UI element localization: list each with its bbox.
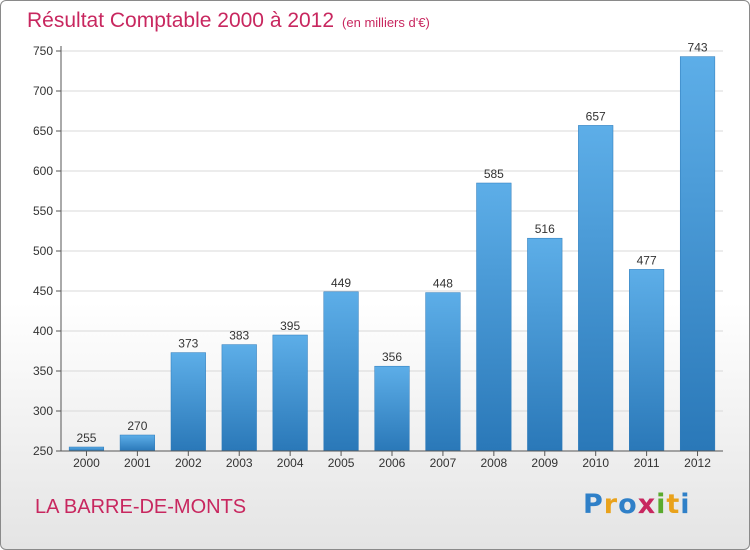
logo-letter: P <box>583 489 604 520</box>
y-tick-label: 700 <box>33 84 53 98</box>
logo-letter: i <box>656 489 667 520</box>
bar-value-label: 356 <box>382 350 402 364</box>
chart-title: Résultat Comptable 2000 à 2012 (en millie… <box>27 9 430 33</box>
bar <box>170 352 206 452</box>
x-tick-label: 2012 <box>684 456 711 470</box>
bar-value-label: 657 <box>586 109 606 123</box>
y-tick-label: 400 <box>33 324 53 338</box>
x-tick-label: 2000 <box>73 456 100 470</box>
bar-value-label: 373 <box>178 337 198 351</box>
bar <box>323 291 359 452</box>
chart-title-text: Résultat Comptable 2000 à 2012 <box>27 9 335 32</box>
bar <box>476 182 512 452</box>
x-tick-label: 2006 <box>379 456 406 470</box>
x-tick-label: 2008 <box>480 456 507 470</box>
x-tick-label: 2002 <box>175 456 202 470</box>
bar <box>221 344 257 452</box>
y-tick-label: 450 <box>33 284 53 298</box>
x-tick-label: 2011 <box>634 456 660 470</box>
bar-layer: 255 270 373 383 395 449 356 448 585 516 657 477 743 <box>68 41 716 452</box>
bar-value-label: 449 <box>331 276 351 290</box>
logo-letter: r <box>603 489 619 520</box>
y-tick-label: 650 <box>33 124 53 138</box>
x-tick-label: 2003 <box>226 456 253 470</box>
bar-value-label: 255 <box>76 431 96 445</box>
y-tick-label: 550 <box>33 204 53 218</box>
y-tick-label: 500 <box>33 244 53 258</box>
chart-unit-note: (en milliers d'€) <box>342 15 430 30</box>
y-tick-label: 300 <box>33 404 53 418</box>
bar-value-label: 448 <box>433 277 453 291</box>
x-tick-label: 2001 <box>124 456 151 470</box>
bar <box>425 292 461 452</box>
x-tick-label: 2007 <box>430 456 457 470</box>
logo-letter: i <box>680 489 691 520</box>
bar-value-label: 383 <box>229 329 249 343</box>
axis-layer: 250 300 350 400 450 500 550 600 650 700 750 2000 200… <box>33 44 723 470</box>
x-tick-label: 2010 <box>582 456 609 470</box>
bar <box>629 269 665 452</box>
bar-value-label: 270 <box>127 419 147 433</box>
logo-letter: o <box>618 489 638 520</box>
bar <box>679 56 716 452</box>
logo-letter: x <box>637 489 657 520</box>
bar <box>68 446 105 452</box>
bar-value-label: 585 <box>484 167 504 181</box>
y-tick-label: 350 <box>33 364 53 378</box>
city-name: LA BARRE-DE-MONTS <box>35 496 247 518</box>
x-tick-label: 2004 <box>277 456 304 470</box>
bar-value-label: 743 <box>688 41 708 55</box>
bar-value-label: 516 <box>535 222 555 236</box>
logo-letter: t <box>666 489 681 520</box>
bar-value-label: 477 <box>637 253 657 267</box>
y-tick-label: 750 <box>33 44 53 58</box>
bar <box>272 334 308 452</box>
bar <box>374 365 410 452</box>
bar-value-label: 395 <box>280 319 300 333</box>
bar <box>578 125 614 452</box>
x-tick-label: 2005 <box>328 456 355 470</box>
x-tick-label: 2009 <box>531 456 558 470</box>
y-tick-label: 250 <box>33 444 53 458</box>
proxiti-logo: Proxiti <box>583 489 691 520</box>
bar <box>119 434 155 452</box>
y-tick-label: 600 <box>33 164 53 178</box>
bar <box>527 237 563 452</box>
